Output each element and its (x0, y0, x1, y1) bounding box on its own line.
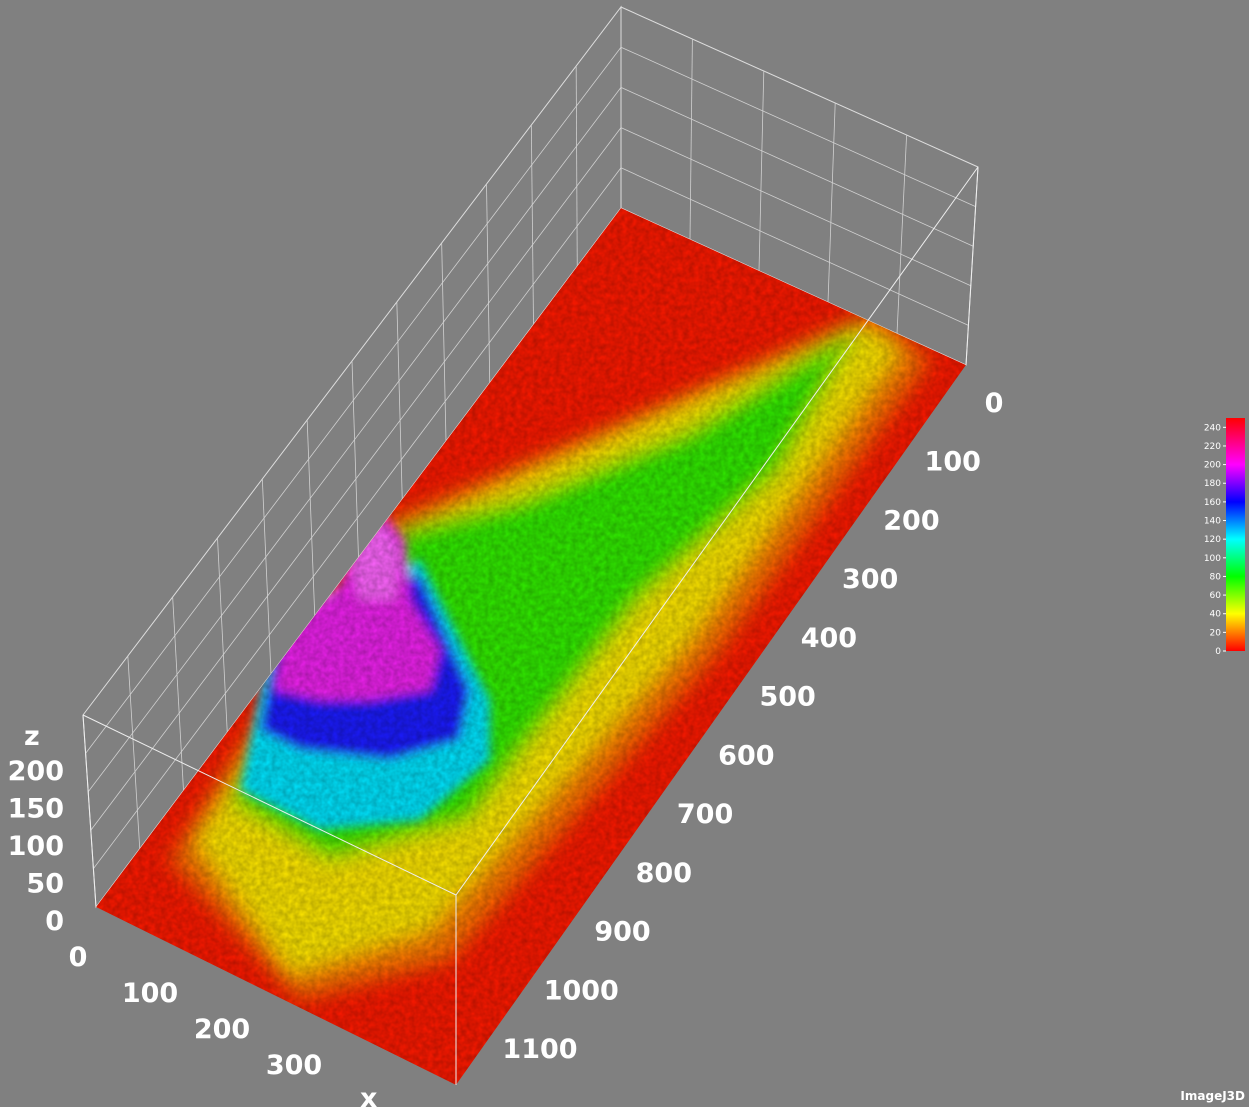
y-tick-label: 300 (842, 564, 898, 595)
wall-gridline (689, 38, 693, 240)
colorbar-tick-label: 180 (1204, 479, 1221, 489)
y-tick-label: 600 (718, 740, 774, 771)
y-tick-label: 900 (594, 917, 650, 948)
colorbar-ticks: 0 20 40 60 80 100 120 140 160 180 200 220 240 (1204, 423, 1226, 657)
wall-gridline (87, 87, 622, 793)
x-tick-label: 300 (266, 1050, 322, 1081)
wall-gridline (896, 134, 907, 334)
wall-gridline (217, 537, 228, 733)
y-tick-label: 1000 (544, 975, 619, 1006)
colorbar-tick-label: 60 (1210, 591, 1222, 601)
wall-gridline (85, 46, 622, 754)
wall-gridline (127, 655, 141, 849)
back-wall-left (82, 5, 622, 909)
x-tick-label: 0 (69, 942, 88, 973)
y-tick-label: 700 (677, 799, 733, 830)
y-tick-label: 1100 (502, 1034, 577, 1065)
colorbar-tick-label: 200 (1204, 461, 1221, 471)
y-tick-label: 200 (883, 505, 939, 536)
wall-gridline (620, 127, 971, 287)
x-axis-label: x (360, 1083, 377, 1107)
wall-gridline (90, 127, 622, 831)
wall-gridline (620, 87, 974, 247)
wall-gridline (486, 183, 491, 383)
wall-gridline (620, 167, 969, 326)
wall-gridline (827, 102, 836, 303)
z-tick-label: 100 (8, 831, 64, 862)
colorbar-tick-label: 80 (1210, 572, 1222, 582)
wall-gridline (758, 70, 765, 271)
wall-gridline (575, 65, 578, 267)
z-axis-ticks: 0 50 100 150 200 (8, 756, 64, 937)
wall-gridline (530, 124, 534, 325)
surface (96, 208, 966, 1085)
wall-gridline (441, 242, 447, 442)
colorbar-tick-label: 140 (1204, 517, 1221, 527)
colorbar-tick-label: 160 (1204, 498, 1221, 508)
wall-gridline (396, 301, 403, 500)
z-tick-label: 150 (8, 794, 64, 825)
y-tick-label: 400 (801, 623, 857, 654)
colorbar: 0 20 40 60 80 100 120 140 160 180 200 220 240 (1204, 418, 1245, 657)
x-tick-label: 200 (194, 1014, 250, 1045)
wall-gridline (172, 596, 184, 791)
z-tick-label: 0 (45, 906, 64, 937)
y-tick-label: 100 (925, 447, 981, 478)
y-tick-label: 0 (985, 388, 1004, 419)
wall-gridline (306, 419, 316, 616)
colorbar-gradient (1226, 418, 1245, 651)
z-tick-label: 200 (8, 756, 64, 787)
y-tick-label: 500 (759, 682, 815, 713)
x-axis-ticks: 0 100 200 300 (69, 942, 323, 1081)
colorbar-tick-label: 0 (1215, 647, 1221, 657)
colorbar-tick-label: 220 (1204, 442, 1221, 452)
z-tick-label: 50 (26, 869, 64, 900)
box-frame-front (82, 166, 979, 1085)
x-tick-label: 100 (122, 978, 178, 1009)
z-axis-label: z (24, 721, 40, 752)
colorbar-tick-label: 40 (1210, 610, 1222, 620)
colorbar-tick-label: 120 (1204, 535, 1221, 545)
wall-gridline (93, 167, 622, 869)
wall-gridline (261, 478, 272, 675)
y-tick-label: 800 (636, 858, 692, 889)
colorbar-tick-label: 240 (1204, 423, 1221, 433)
wall-gridline (351, 360, 359, 558)
colorbar-tick-label: 20 (1210, 628, 1222, 638)
colorbar-tick-label: 100 (1204, 554, 1221, 564)
imagej3d-watermark: ImageJ3D (1180, 1089, 1245, 1103)
wall-gridline (620, 46, 976, 207)
